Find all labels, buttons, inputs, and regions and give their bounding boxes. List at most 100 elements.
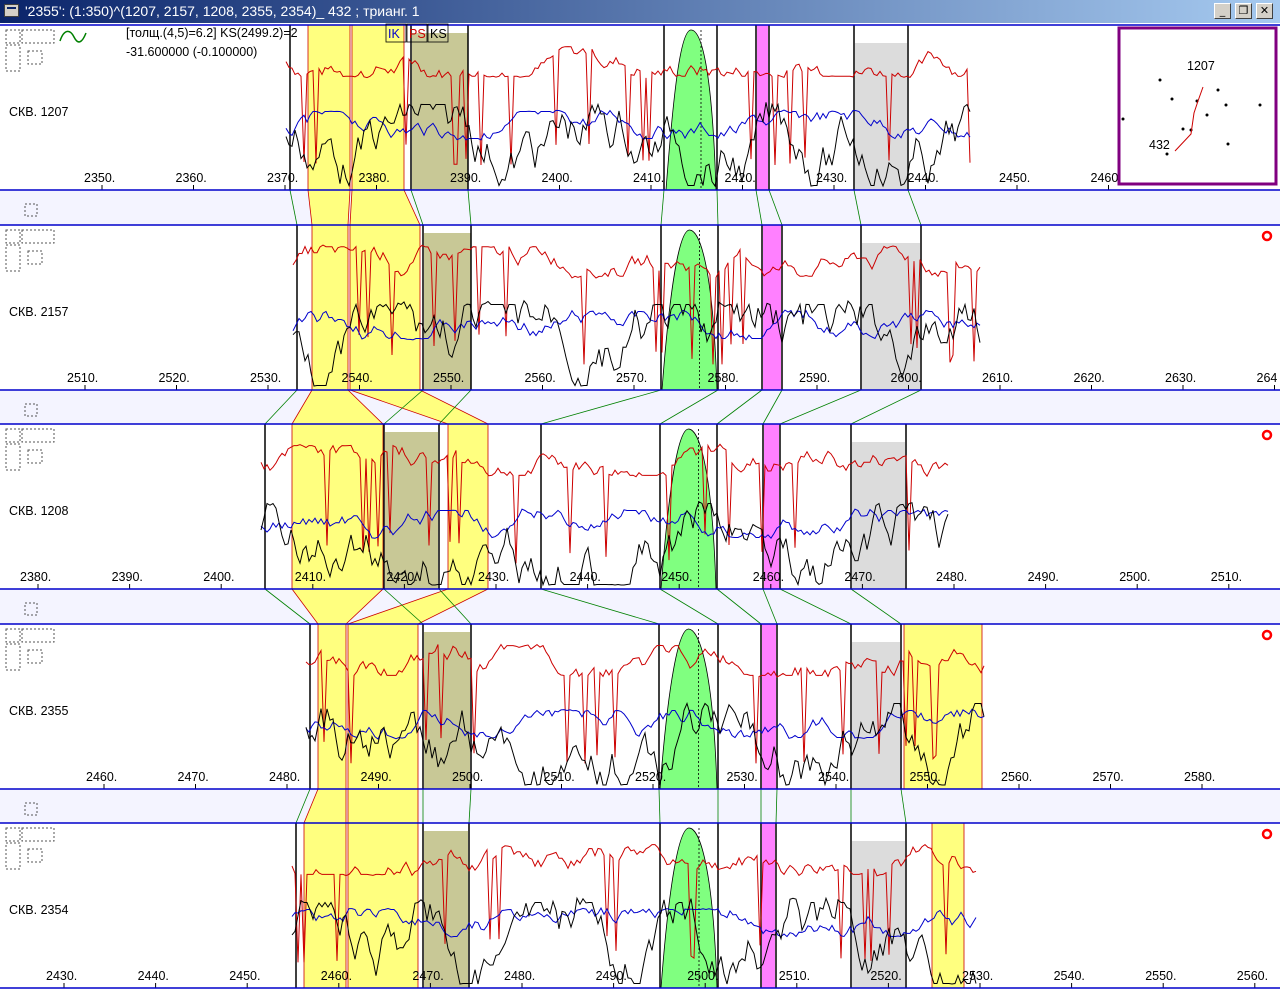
correlation-line[interactable] [716, 389, 763, 425]
depth-tick-label: 2480. [936, 570, 967, 584]
correlation-line[interactable] [659, 588, 719, 625]
layer-zone-green[interactable] [660, 428, 717, 590]
correlation-band[interactable] [307, 189, 351, 226]
depth-tick-label: 2500. [452, 770, 483, 784]
correlation-line[interactable] [853, 189, 862, 226]
layer-zone-yellow[interactable] [903, 623, 983, 790]
correlation-line[interactable] [850, 389, 922, 425]
well-status-marker-icon[interactable] [1261, 629, 1273, 641]
depth-tick-label: 2440. [908, 171, 939, 185]
correlation-line[interactable] [768, 189, 783, 226]
window-titlebar[interactable]: '2355': (1:350)^(1207, 2157, 1208, 2355,… [0, 0, 1280, 23]
layer-zone-green[interactable] [661, 229, 718, 391]
curve-legend-item[interactable]: IK [385, 23, 407, 43]
layer-zone-yellow[interactable] [303, 822, 347, 989]
correlation-line[interactable] [850, 588, 902, 625]
layer-zone-yellow[interactable] [347, 822, 419, 989]
correlation-line[interactable] [779, 588, 852, 625]
correlation-line[interactable] [264, 389, 298, 425]
correlation-line[interactable] [438, 389, 472, 425]
well-track[interactable]: СКВ. 1207 2350. 2360. 2370. 2380. 2390. 2400. 2… [0, 24, 1280, 191]
correlation-line[interactable] [762, 389, 783, 425]
correlation-line[interactable] [383, 588, 424, 625]
close-button[interactable]: ✕ [1256, 3, 1273, 19]
correlation-line[interactable] [660, 189, 665, 226]
correlation-line[interactable] [907, 189, 922, 226]
curve-tool-icon[interactable] [59, 30, 87, 43]
well-status-marker-icon[interactable] [1261, 828, 1273, 840]
layer-zone-magenta[interactable] [757, 25, 768, 190]
layer-zone-gray[interactable] [852, 841, 905, 988]
layer-zone-yellow[interactable] [351, 24, 405, 191]
correlation-line[interactable] [779, 389, 862, 425]
depth-tick-label: 2610. [982, 371, 1013, 385]
svg-text:KS: KS [430, 27, 447, 41]
separator-handle-icon[interactable] [24, 403, 38, 417]
correlation-line[interactable] [762, 588, 778, 625]
separator-handle-icon[interactable] [24, 602, 38, 616]
track-handle-icon[interactable] [5, 428, 55, 471]
well-track[interactable]: СКВ. 2354 2430. 2440. 2450. 2460. 2470. 2480. 2… [0, 822, 1280, 989]
depth-tick-label: 2380. [20, 570, 51, 584]
correlation-line[interactable] [900, 788, 907, 824]
correlation-line[interactable] [540, 389, 662, 425]
system-menu-icon[interactable] [4, 4, 19, 17]
correlation-line[interactable] [438, 588, 472, 625]
layer-zone-olive[interactable] [385, 432, 438, 589]
layer-zone-yellow[interactable] [447, 423, 489, 590]
restore-button[interactable]: ❐ [1235, 3, 1252, 19]
correlation-line[interactable] [755, 189, 763, 226]
layer-zone-magenta[interactable] [763, 225, 781, 390]
correlation-line[interactable] [716, 189, 719, 226]
correlation-line[interactable] [775, 788, 778, 824]
well-track[interactable]: СКВ. 1208 2380. 2390. 2400. 2410. 2420. 2430. 2… [0, 423, 1280, 590]
layer-zone-olive[interactable] [424, 632, 470, 789]
layer-zone-yellow[interactable] [349, 224, 421, 391]
layer-zone-magenta[interactable] [762, 823, 775, 988]
correlation-line[interactable] [716, 588, 762, 625]
window-title: '2355': (1:350)^(1207, 2157, 1208, 2355,… [25, 3, 420, 19]
layer-zone-yellow[interactable] [311, 224, 349, 391]
layer-zone-gray[interactable] [855, 43, 907, 190]
layer-zone-magenta[interactable] [762, 624, 776, 789]
well-status-marker-icon[interactable] [1261, 429, 1273, 441]
correlation-line[interactable] [540, 588, 660, 625]
well-track[interactable]: СКВ. 2157 2510. 2520. 2530. 2540. 2550. 2560. 2… [0, 224, 1280, 391]
depth-tick-label: 2350. [84, 171, 115, 185]
correlation-panel[interactable]: СКВ. 1207 2350. 2360. 2370. 2380. 2390. 2400. 2… [0, 23, 1280, 995]
minimize-button[interactable]: _ [1214, 3, 1231, 19]
depth-tick-label: 2440. [138, 969, 169, 983]
correlation-line[interactable] [468, 788, 472, 824]
track-handle-icon[interactable] [5, 29, 55, 72]
curve-legend-item[interactable]: PS [406, 23, 428, 43]
depth-tick-label: 2570. [1093, 770, 1124, 784]
track-handle-icon[interactable] [5, 628, 55, 671]
well-location-minimap[interactable]: 1207 432 [1117, 26, 1278, 186]
track-handle-icon[interactable] [5, 827, 55, 870]
well-name-label: СКВ. 1208 [9, 504, 68, 518]
correlation-line[interactable] [383, 389, 424, 425]
layer-zone-yellow[interactable] [317, 623, 347, 790]
correlation-line[interactable] [659, 389, 719, 425]
depth-tick-label: 264 [1257, 371, 1278, 385]
separator-handle-icon[interactable] [24, 802, 38, 816]
ps-log-curve [305, 643, 985, 764]
depth-tick-label: 2400. [203, 570, 234, 584]
correlation-line[interactable] [295, 788, 311, 824]
layer-zone-gray[interactable] [862, 243, 920, 390]
well-status-marker-icon[interactable] [1261, 230, 1273, 242]
well-track[interactable]: СКВ. 2355 2460. 2470. 2480. 2490. 2500. 2510. 2… [0, 623, 1280, 790]
layer-zone-yellow[interactable] [347, 623, 419, 790]
correlation-line[interactable] [264, 588, 311, 625]
track-handle-icon[interactable] [5, 229, 55, 272]
layer-zone-olive[interactable] [412, 33, 468, 190]
separator-handle-icon[interactable] [24, 203, 38, 217]
depth-tick-label: 2490. [596, 969, 627, 983]
depth-tick-label: 2470. [844, 570, 875, 584]
correlation-line[interactable] [467, 189, 472, 226]
correlation-line[interactable] [658, 788, 661, 824]
curve-legend-item[interactable]: KS [427, 23, 449, 43]
correlation-line[interactable] [289, 189, 298, 226]
correlation-band[interactable] [347, 788, 419, 824]
correlation-line[interactable] [410, 189, 424, 226]
